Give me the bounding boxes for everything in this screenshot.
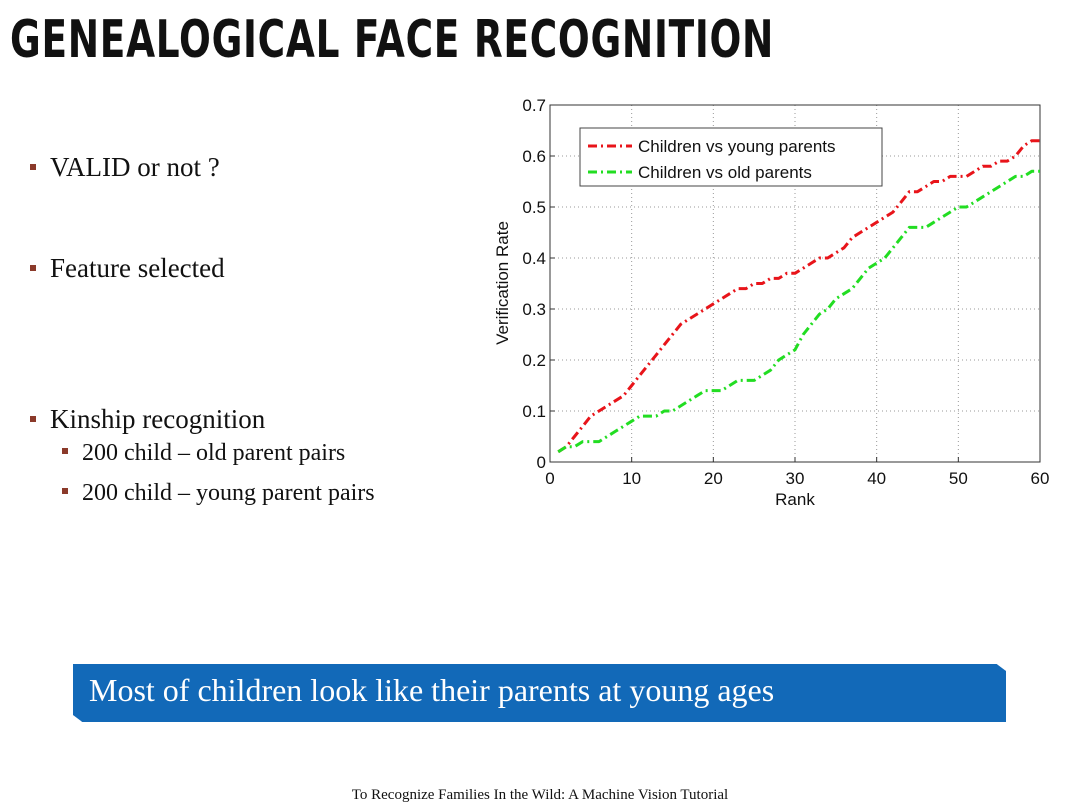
series-line-old-parents [557, 169, 1040, 454]
bullet-square-icon [62, 448, 68, 455]
y-tick-label: 0 [537, 453, 546, 472]
bullet-kinship: Kinship recognition [30, 404, 265, 435]
bullet-valid: VALID or not ? [30, 152, 220, 183]
y-tick-label: 0.6 [522, 147, 546, 166]
bullet-square-icon [30, 163, 36, 170]
x-tick-label: 60 [1031, 469, 1050, 488]
x-axis-label: Rank [775, 490, 815, 509]
bullet-text: Kinship recognition [50, 404, 266, 434]
chart-legend: Children vs young parents Children vs ol… [579, 127, 883, 187]
series-line-young-parents [557, 139, 1040, 454]
bullet-text: 200 child – old parent pairs [82, 440, 346, 466]
legend-label-young: Children vs young parents [638, 137, 836, 156]
legend-box [579, 127, 883, 187]
x-tick-label: 0 [545, 469, 554, 488]
x-tick-label: 40 [867, 469, 886, 488]
slide-footer: To Recognize Families In the Wild: A Mac… [351, 787, 729, 803]
axis-ticks: 0 10 20 30 40 50 60 0 0.1 0.2 0.3 0.4 0.5 0.6 0.7 [522, 96, 1049, 488]
bullet-square-icon [30, 264, 36, 271]
bullet-text: VALID or not ? [50, 152, 220, 182]
y-tick-label: 0.1 [522, 402, 546, 421]
y-axis-label: Verification Rate [493, 221, 512, 345]
sub-bullet-old-parent: 200 child – old parent pairs [62, 440, 345, 467]
series-lines [557, 139, 1040, 454]
y-tick-label: 0.4 [522, 249, 546, 268]
bullet-text: 200 child – young parent pairs [82, 480, 375, 506]
verification-rate-chart: 0 10 20 30 40 50 60 0 0.1 0.2 0.3 0.4 0.5 0.6 0.7 Rank… [493, 96, 1049, 509]
y-tick-label: 0.7 [522, 96, 546, 115]
bullet-feature-selected: Feature selected [30, 253, 225, 284]
x-tick-label: 20 [704, 469, 723, 488]
bullet-square-icon [30, 415, 36, 422]
slide-title: GENEALOGICAL FACE RECOGNITION [10, 10, 775, 70]
y-tick-label: 0.2 [522, 351, 546, 370]
y-tick-label: 0.3 [522, 300, 546, 319]
sub-bullet-young-parent: 200 child – young parent pairs [62, 480, 375, 507]
x-tick-label: 30 [786, 469, 805, 488]
x-tick-label: 50 [949, 469, 968, 488]
bullet-text: Feature selected [50, 253, 225, 283]
conclusion-banner: Most of children look like their parents… [73, 664, 1006, 722]
y-tick-label: 0.5 [522, 198, 546, 217]
x-tick-label: 10 [622, 469, 641, 488]
banner-text: Most of children look like their parents… [89, 672, 775, 708]
legend-label-old: Children vs old parents [638, 163, 812, 182]
bullet-square-icon [62, 488, 68, 495]
